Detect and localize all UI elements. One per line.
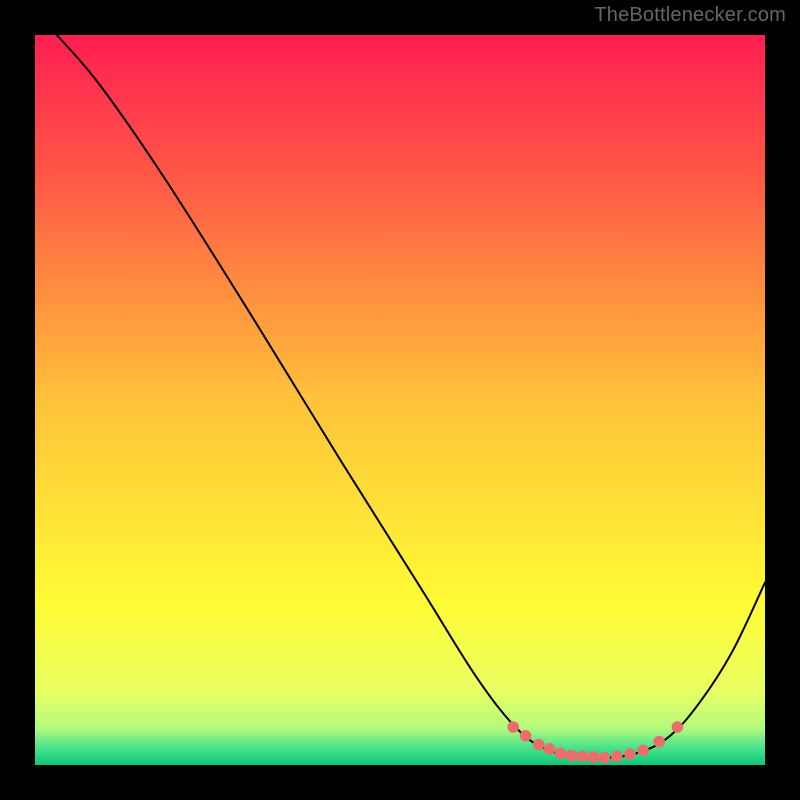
data-marker (520, 730, 532, 742)
data-marker (624, 748, 636, 760)
data-marker (555, 748, 567, 760)
data-marker (599, 752, 611, 764)
data-marker (588, 751, 600, 763)
data-marker (544, 743, 556, 755)
plot-wrap (35, 35, 765, 765)
data-marker (507, 721, 519, 733)
plot-area (35, 35, 765, 765)
data-marker (611, 750, 623, 762)
chart-root: TheBottlenecker.com (0, 0, 800, 800)
watermark-text: TheBottlenecker.com (594, 4, 786, 27)
curve-layer (35, 35, 765, 765)
data-marker (533, 739, 545, 751)
data-marker (653, 736, 665, 748)
main-curve (57, 35, 765, 758)
data-marker (566, 750, 578, 762)
data-marker (672, 721, 684, 733)
data-marker (637, 745, 649, 757)
data-marker (577, 750, 589, 762)
